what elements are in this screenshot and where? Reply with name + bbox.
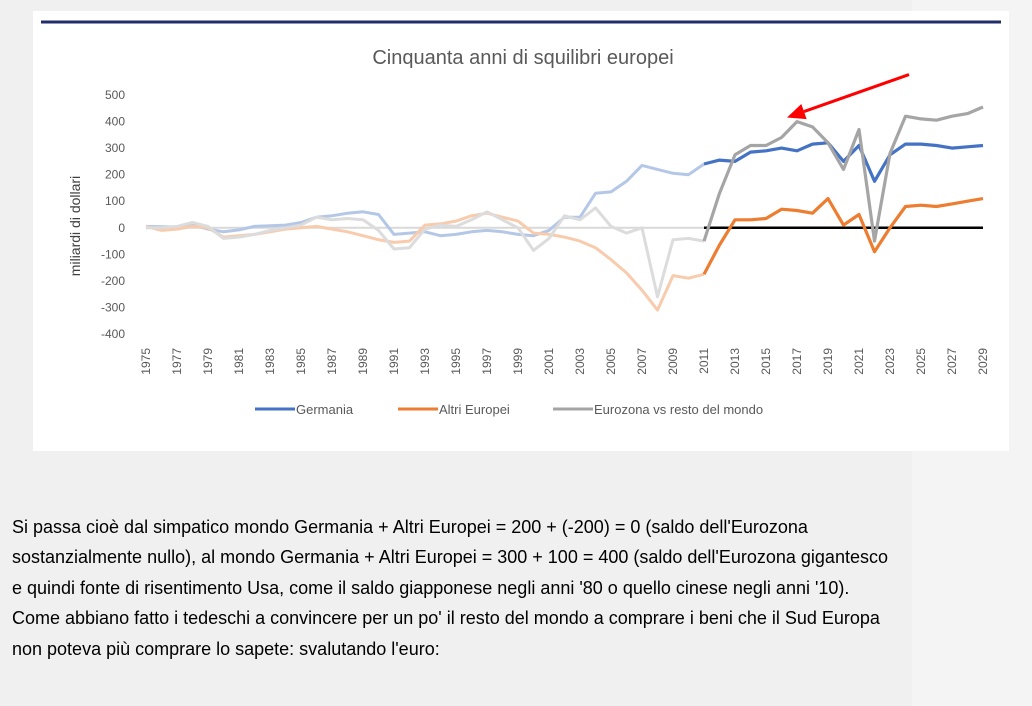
x-axis-ticks: 1975 1977 1979 1981 1983 1985 1987 1989 1991 1993… xyxy=(139,348,990,375)
series-line-eurozona-vs-resto-del-mondo xyxy=(702,105,984,243)
y-axis-label: miliardi di dollari xyxy=(67,176,83,276)
line-chart: Cinquanta anni di squilibri europei mili… xyxy=(41,20,1001,417)
x-tick-label: 2027 xyxy=(945,348,959,375)
chart-legend: Germania Altri Europei Eurozona vs resto d… xyxy=(255,402,763,417)
series-line-faded-germania xyxy=(145,162,705,238)
x-tick-label: 1981 xyxy=(232,348,246,375)
x-tick-label: 2019 xyxy=(821,348,835,375)
x-tick-label: 1991 xyxy=(387,348,401,375)
chart-card: Cinquanta anni di squilibri europei mili… xyxy=(33,11,1009,451)
y-tick-label: 100 xyxy=(105,194,125,208)
highlight-segments xyxy=(702,105,984,276)
x-tick-label: 1985 xyxy=(294,348,308,375)
y-tick-label: 300 xyxy=(105,141,125,155)
article-paragraph: Si passa cioè dal simpatico mondo German… xyxy=(12,517,888,659)
legend-label-eurozona-vs-resto-del-mondo: Eurozona vs resto del mondo xyxy=(594,402,763,417)
y-tick-label: -400 xyxy=(101,327,125,341)
x-tick-label: 2029 xyxy=(976,348,990,375)
series-layer xyxy=(145,105,984,312)
x-tick-label: 1977 xyxy=(170,348,184,375)
y-tick-label: 500 xyxy=(105,88,125,102)
arrow-shaft xyxy=(803,73,910,113)
x-tick-label: 2025 xyxy=(914,348,928,375)
x-tick-label: 2013 xyxy=(728,348,742,375)
y-tick-label: -200 xyxy=(101,274,125,288)
x-tick-label: 1993 xyxy=(418,348,432,375)
x-tick-label: 2015 xyxy=(759,348,773,375)
y-tick-label: 200 xyxy=(105,168,125,182)
red-arrow-annotation xyxy=(787,73,910,120)
x-tick-label: 1997 xyxy=(480,348,494,375)
x-tick-label: 1979 xyxy=(201,348,215,375)
y-tick-label: -300 xyxy=(101,300,125,314)
x-tick-label: 2009 xyxy=(666,348,680,375)
x-tick-label: 2005 xyxy=(604,348,618,375)
x-tick-label: 2021 xyxy=(852,348,866,375)
x-tick-label: 2001 xyxy=(542,348,556,375)
legend-label-altri-europei: Altri Europei xyxy=(439,402,510,417)
x-tick-label: 1975 xyxy=(139,348,153,375)
y-axis-ticks: 500 400 300 200 100 0 -100 -200 -300 -400 xyxy=(101,88,125,341)
y-tick-label: 400 xyxy=(105,115,125,129)
x-tick-label: 2011 xyxy=(697,348,711,374)
y-tick-label: 0 xyxy=(118,221,125,235)
y-tick-label: -100 xyxy=(101,247,125,261)
x-tick-label: 1999 xyxy=(511,348,525,375)
series-line-faded-eurozona-vs-resto-del-mondo xyxy=(146,206,705,299)
x-tick-label: 1983 xyxy=(263,348,277,375)
x-tick-label: 2017 xyxy=(790,348,804,375)
arrow-head xyxy=(787,104,807,120)
x-tick-label: 2007 xyxy=(635,348,649,375)
faded-segments xyxy=(145,162,705,312)
x-tick-label: 1995 xyxy=(449,348,463,375)
x-tick-label: 2023 xyxy=(883,348,897,375)
series-line-altri-europei xyxy=(702,197,984,276)
x-tick-label: 1987 xyxy=(325,348,339,375)
series-line-germania xyxy=(703,141,984,183)
x-tick-label: 1989 xyxy=(356,348,370,375)
chart-title: Cinquanta anni di squilibri europei xyxy=(372,47,673,69)
legend-label-germania: Germania xyxy=(296,402,354,417)
x-tick-label: 2003 xyxy=(573,348,587,375)
